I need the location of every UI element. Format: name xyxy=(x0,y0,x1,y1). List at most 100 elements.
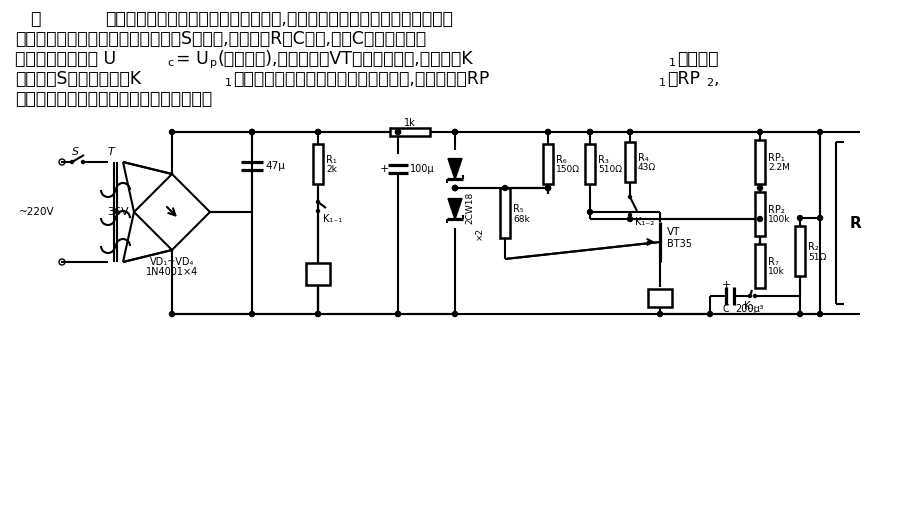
Circle shape xyxy=(753,295,756,297)
Text: 100k: 100k xyxy=(768,215,789,225)
Circle shape xyxy=(316,210,319,212)
Text: 150Ω: 150Ω xyxy=(555,165,580,174)
Bar xyxy=(794,226,804,276)
Text: 200μ: 200μ xyxy=(734,304,759,314)
Bar xyxy=(754,192,764,236)
Circle shape xyxy=(452,186,457,190)
Circle shape xyxy=(502,186,507,190)
Circle shape xyxy=(316,201,319,204)
Text: K₁₋₃: K₁₋₃ xyxy=(743,301,763,311)
Circle shape xyxy=(452,186,457,190)
Circle shape xyxy=(315,129,321,135)
Circle shape xyxy=(757,217,761,221)
Text: S: S xyxy=(72,147,79,157)
Circle shape xyxy=(315,129,321,135)
Circle shape xyxy=(81,161,84,163)
Circle shape xyxy=(627,129,632,135)
Bar xyxy=(754,244,764,288)
Text: 1: 1 xyxy=(658,78,666,88)
Circle shape xyxy=(452,129,457,135)
Circle shape xyxy=(587,129,591,135)
Circle shape xyxy=(545,129,550,135)
Text: 2CW18: 2CW18 xyxy=(464,192,473,224)
Bar xyxy=(584,144,594,184)
Circle shape xyxy=(628,195,631,198)
Text: 图: 图 xyxy=(30,10,41,28)
Circle shape xyxy=(249,129,255,135)
Text: 2.2M: 2.2M xyxy=(768,163,789,172)
Circle shape xyxy=(707,312,712,317)
Circle shape xyxy=(452,312,457,317)
Circle shape xyxy=(315,312,321,317)
Circle shape xyxy=(757,129,761,135)
Text: 51Ω: 51Ω xyxy=(807,253,825,262)
Circle shape xyxy=(452,186,457,190)
Text: 1k: 1k xyxy=(404,118,415,128)
Text: 2: 2 xyxy=(705,78,712,88)
Circle shape xyxy=(315,312,321,317)
Circle shape xyxy=(796,312,802,317)
Circle shape xyxy=(627,217,632,221)
Bar xyxy=(305,263,330,285)
Bar xyxy=(624,142,634,182)
Text: c: c xyxy=(167,58,173,68)
Bar xyxy=(754,140,764,184)
Text: 68k: 68k xyxy=(512,214,529,223)
Text: ×2: ×2 xyxy=(474,227,483,239)
Bar xyxy=(499,188,509,238)
Text: 吸合。从: 吸合。从 xyxy=(676,50,718,68)
Text: 电源开关S闭合到继电器K: 电源开关S闭合到继电器K xyxy=(15,70,141,88)
Bar xyxy=(543,144,553,184)
Text: T: T xyxy=(107,147,115,157)
Circle shape xyxy=(628,213,631,217)
Text: 10k: 10k xyxy=(768,268,784,277)
Text: ~220V: ~220V xyxy=(19,207,55,217)
Text: RP₁: RP₁ xyxy=(768,153,784,163)
Text: R₅: R₅ xyxy=(512,204,523,214)
Circle shape xyxy=(816,129,822,135)
Circle shape xyxy=(545,186,550,190)
Text: (峰值电压),单结晶体管VT此时突然导通,使继电器K: (峰值电压),单结晶体管VT此时突然导通,使继电器K xyxy=(218,50,473,68)
Text: VT: VT xyxy=(666,227,680,237)
Circle shape xyxy=(587,129,591,135)
Circle shape xyxy=(816,312,822,317)
Text: K₁₋₂: K₁₋₂ xyxy=(634,217,654,227)
Bar xyxy=(647,289,671,307)
Circle shape xyxy=(545,129,550,135)
Circle shape xyxy=(396,129,400,135)
Text: 47μ: 47μ xyxy=(265,161,284,171)
Text: R₁: R₁ xyxy=(326,155,337,165)
Text: 36V: 36V xyxy=(107,207,128,217)
Bar xyxy=(312,144,322,184)
Text: 2k: 2k xyxy=(326,165,337,174)
Text: 吸合的这段时间就是继电器的延迟时间,调节电位器RP: 吸合的这段时间就是继电器的延迟时间,调节电位器RP xyxy=(233,70,489,88)
Circle shape xyxy=(249,129,255,135)
Circle shape xyxy=(70,161,73,163)
Circle shape xyxy=(396,312,400,317)
Circle shape xyxy=(249,129,255,135)
Circle shape xyxy=(170,312,174,317)
Circle shape xyxy=(748,295,750,297)
Text: VD₁~VD₄: VD₁~VD₄ xyxy=(150,257,194,267)
Circle shape xyxy=(656,312,662,317)
Bar xyxy=(389,128,430,136)
Polygon shape xyxy=(448,159,461,179)
Text: 一定的时间后会使 U: 一定的时间后会使 U xyxy=(15,50,116,68)
Circle shape xyxy=(545,186,550,190)
Circle shape xyxy=(452,129,457,135)
Circle shape xyxy=(816,215,822,220)
Circle shape xyxy=(757,186,761,190)
Text: 510Ω: 510Ω xyxy=(598,165,621,174)
Text: 执行继电器三部分组成。当电源开关S闭合后,稳压电源R对C充电,电容C上的电压经过: 执行继电器三部分组成。当电源开关S闭合后,稳压电源R对C充电,电容C上的电压经过 xyxy=(15,30,425,48)
Text: R₃: R₃ xyxy=(598,155,609,165)
Text: 1: 1 xyxy=(668,58,675,68)
Text: 可使这一时间在几秒钟到十几分钟内变化。: 可使这一时间在几秒钟到十几分钟内变化。 xyxy=(15,90,212,108)
Text: R₄: R₄ xyxy=(638,153,648,163)
Text: K₁₋₁: K₁₋₁ xyxy=(322,214,342,224)
Text: 和RP: 和RP xyxy=(666,70,699,88)
Text: 100μ: 100μ xyxy=(410,164,434,174)
Text: BT35: BT35 xyxy=(666,239,691,249)
Text: K₂: K₂ xyxy=(311,269,324,279)
Text: ,: , xyxy=(713,70,719,88)
Text: R₂: R₂ xyxy=(807,242,818,252)
